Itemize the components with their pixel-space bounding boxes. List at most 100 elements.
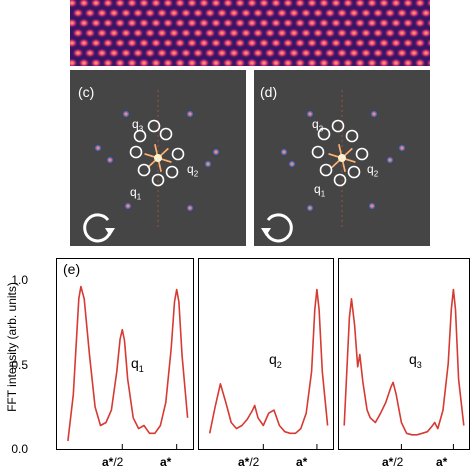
stm-atom [390,38,402,48]
fft-q-marker-circle [317,127,331,141]
stm-atom [84,48,96,58]
stm-atom [108,28,120,38]
stm-atom [126,0,138,8]
stm-atom [216,8,228,18]
q1-label-d: q1 [314,182,326,199]
stm-atom [342,58,354,66]
q3-label-d: q3 [312,117,324,134]
fft-q-marker-circle [347,165,361,179]
fft-outer-spot-core [388,158,392,162]
fft-center-spot [338,154,346,162]
stm-atom [132,8,144,18]
fft-outer-spot-core [308,112,312,116]
stm-atom [246,38,258,48]
stm-atom [204,28,216,38]
stm-atom [180,48,192,58]
stm-atom [90,38,102,48]
fft-q-marker-circle [147,119,161,133]
stm-atom [420,28,430,38]
stm-atom [228,28,240,38]
stm-atom [252,28,264,38]
stm-atom [288,8,300,18]
stm-atom [396,48,408,58]
stm-atom [204,8,216,18]
stm-atom [210,18,222,28]
panel-label-c: (c) [78,84,95,100]
stm-atom [354,0,366,8]
stm-atom [96,48,108,58]
stm-atom [198,58,210,66]
plot-q2: q2 [198,258,334,450]
stm-atom [138,58,150,66]
stm-atom [156,28,168,38]
stm-atom [360,8,372,18]
stm-atom [360,48,372,58]
curve-q2 [208,288,329,449]
stm-atom [168,28,180,38]
stm-atom [162,58,174,66]
stm-atom [324,28,336,38]
stm-atom [132,28,144,38]
stm-atom [150,58,162,66]
stm-atom [228,48,240,58]
stm-atom [222,0,234,8]
stm-atom [138,0,150,8]
fft-q-marker-circle [333,173,347,187]
stm-atom [306,38,318,48]
stm-atom [222,38,234,48]
stm-atom [150,0,162,8]
stm-atom [318,38,330,48]
stm-atom [312,48,324,58]
stm-atom [276,8,288,18]
stm-atom [240,8,252,18]
xtick-half-q1: a*/2 [102,455,124,469]
stm-atom [102,38,114,48]
stm-atom [366,18,378,28]
stm-atom [306,18,318,28]
stm-atom [264,8,276,18]
stm-atom [336,28,348,38]
fft-outer-spot-core [372,112,376,116]
stm-atom [192,8,204,18]
stm-atom [390,58,402,66]
stm-atom [378,58,390,66]
fft-outer-spot-core [206,162,210,166]
stm-atom [120,8,132,18]
plot-q3: q3 [338,258,470,450]
stm-image [70,0,430,66]
stm-atom [396,28,408,38]
stm-atom [72,8,84,18]
stm-atom [288,28,300,38]
series-line-q3 [343,288,465,436]
stm-atom [288,48,300,58]
stm-atom [372,28,384,38]
stm-atom [78,0,90,8]
stm-atom [186,58,198,66]
stm-atom [198,18,210,28]
stm-atom [318,18,330,28]
stm-atom [144,48,156,58]
stm-atom [282,18,294,28]
stm-atom [216,28,228,38]
stm-atom [354,58,366,66]
fft-outer-spot-core [370,204,374,208]
stm-atom [126,38,138,48]
stm-atom [108,8,120,18]
stm-atom [78,38,90,48]
fft-outer-spot-core [400,146,404,150]
stm-atom [294,58,306,66]
fft-outer-spot-core [308,206,312,210]
stm-atom [276,48,288,58]
stm-atom [174,58,186,66]
ytick-0: 0.0 [11,442,28,456]
stm-atom [276,28,288,38]
stm-atom [234,58,246,66]
stm-atom [84,28,96,38]
stm-atom [330,38,342,48]
fft-q-marker-circle [345,129,359,143]
fft-center-spot [154,154,162,162]
stm-atom [306,58,318,66]
stm-atom [174,18,186,28]
stm-atom [366,38,378,48]
stm-atom [294,0,306,8]
